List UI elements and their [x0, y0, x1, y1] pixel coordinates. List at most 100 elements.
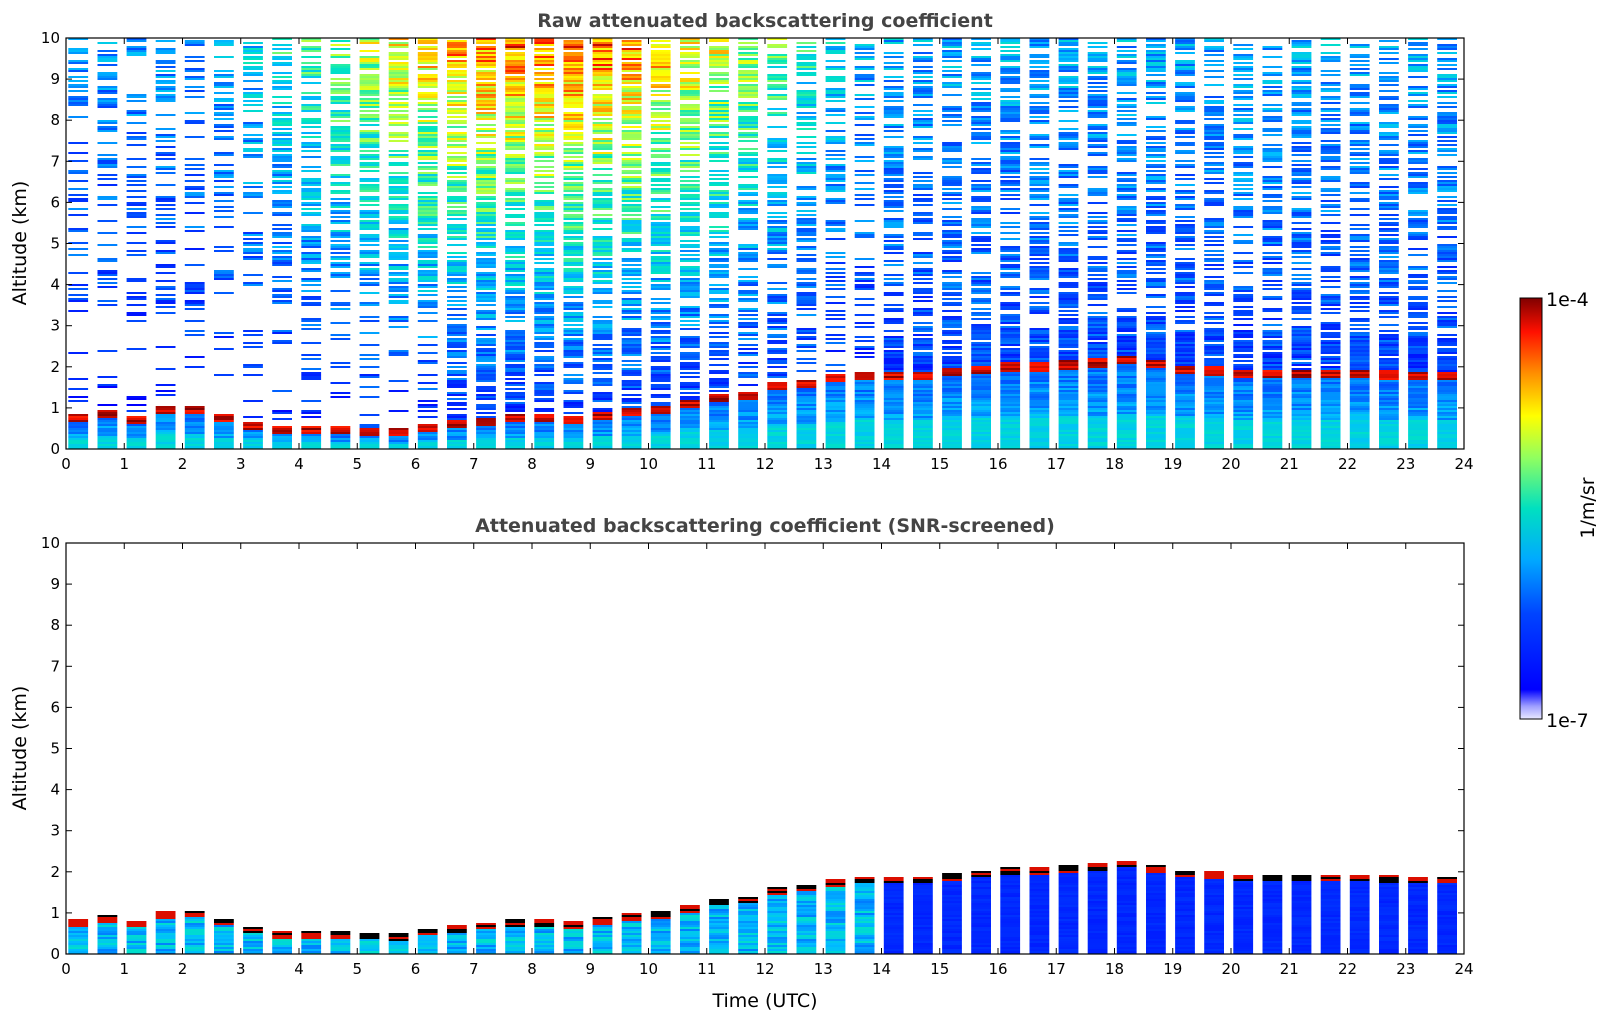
- heat-cell: [97, 376, 118, 378]
- heat-cell: [447, 230, 467, 232]
- heat-cell: [767, 108, 788, 110]
- heat-cell: [388, 210, 409, 212]
- heat-cell: [767, 74, 788, 76]
- heat-cell: [214, 174, 234, 176]
- heat-cell: [534, 92, 555, 94]
- heat-cell: [505, 106, 525, 108]
- heat-cell: [359, 256, 380, 258]
- heat-cell: [680, 290, 700, 292]
- heat-cell: [767, 296, 788, 298]
- heat-cell: [272, 64, 292, 66]
- heat-cell: [971, 444, 991, 446]
- heat-cell: [621, 92, 642, 94]
- heat-cell: [1000, 188, 1021, 190]
- heat-cell: [971, 120, 991, 122]
- heat-cell: [1029, 136, 1050, 138]
- heat-cell: [913, 378, 933, 380]
- heat-cell: [825, 190, 846, 192]
- heat-cell: [417, 134, 438, 136]
- heat-cell: [592, 424, 613, 426]
- heat-cell: [1204, 442, 1224, 444]
- heat-cell: [621, 138, 642, 140]
- heat-cell: [738, 94, 758, 96]
- heat-cell: [417, 442, 438, 444]
- heat-cell: [388, 230, 409, 232]
- heat-cell: [301, 70, 322, 72]
- heat-cell: [1000, 102, 1021, 104]
- heat-cell: [1058, 184, 1079, 186]
- heat-cell: [359, 106, 380, 108]
- heat-cell: [796, 402, 817, 404]
- heat-cell: [97, 160, 118, 162]
- heat-cell: [184, 434, 205, 436]
- heat-cell: [1146, 116, 1166, 118]
- heat-cell: [1204, 338, 1224, 340]
- heat-cell: [1175, 322, 1195, 324]
- heat-cell: [214, 250, 234, 252]
- heat-cell: [1175, 142, 1195, 144]
- heat-cell: [680, 284, 700, 286]
- heat-cell: [621, 360, 642, 362]
- heat-cell: [738, 256, 758, 258]
- heat-cell: [476, 356, 496, 358]
- heat-cell: [942, 222, 962, 224]
- heat-cell: [126, 110, 147, 112]
- heat-cell: [709, 78, 729, 80]
- heat-cell: [243, 436, 263, 438]
- heat-cell: [738, 398, 758, 400]
- heat-cell: [447, 244, 467, 246]
- heat-cell: [913, 406, 933, 408]
- heat-cell: [767, 150, 788, 152]
- heat-cell: [1116, 408, 1137, 410]
- heat-cell: [709, 250, 729, 252]
- heat-cell: [330, 202, 351, 204]
- heat-cell: [68, 172, 89, 174]
- heat-cell: [447, 54, 467, 56]
- heat-cell: [505, 108, 525, 110]
- heat-cell: [1204, 128, 1224, 130]
- heat-cell: [155, 154, 176, 156]
- heat-cell: [796, 122, 817, 124]
- heat-cell: [1175, 208, 1195, 210]
- heat-cell: [1000, 416, 1021, 418]
- heat-cell: [971, 358, 991, 360]
- heat-cell: [126, 422, 147, 424]
- heat-cell: [359, 76, 380, 78]
- heat-cell: [563, 292, 584, 294]
- heat-cell: [417, 166, 438, 168]
- heat-cell: [1204, 226, 1224, 228]
- heat-cell: [1000, 286, 1021, 288]
- heat-cell: [330, 126, 351, 128]
- heat-cell: [563, 316, 584, 318]
- heat-cell: [680, 64, 700, 66]
- heat-cell: [1000, 328, 1021, 330]
- heat-cell: [621, 118, 642, 120]
- heat-cell: [417, 126, 438, 128]
- heat-cell: [301, 260, 322, 262]
- heat-cell: [680, 432, 700, 434]
- heat-cell: [1175, 238, 1195, 240]
- heat-cell: [388, 256, 409, 258]
- heat-cell: [1058, 210, 1079, 212]
- heat-cell: [301, 204, 322, 206]
- heat-cell: [1058, 424, 1079, 426]
- heat-cell: [97, 404, 118, 406]
- heat-cell: [1175, 444, 1195, 446]
- heat-cell: [650, 406, 671, 408]
- heat-cell: [1175, 292, 1195, 294]
- heat-cell: [184, 90, 205, 92]
- heat-cell: [563, 344, 584, 346]
- heat-cell: [68, 86, 89, 88]
- heat-cell: [534, 232, 555, 234]
- heat-cell: [476, 56, 496, 58]
- heat-cell: [825, 150, 846, 152]
- heat-cell: [388, 56, 409, 58]
- heat-cell: [505, 208, 525, 210]
- heat-cell: [1000, 402, 1021, 404]
- heat-cell: [1175, 110, 1195, 112]
- heat-cell: [1175, 344, 1195, 346]
- heat-cell: [796, 258, 817, 260]
- heat-cell: [942, 182, 962, 184]
- heat-cell: [563, 268, 584, 270]
- heat-cell: [650, 440, 671, 442]
